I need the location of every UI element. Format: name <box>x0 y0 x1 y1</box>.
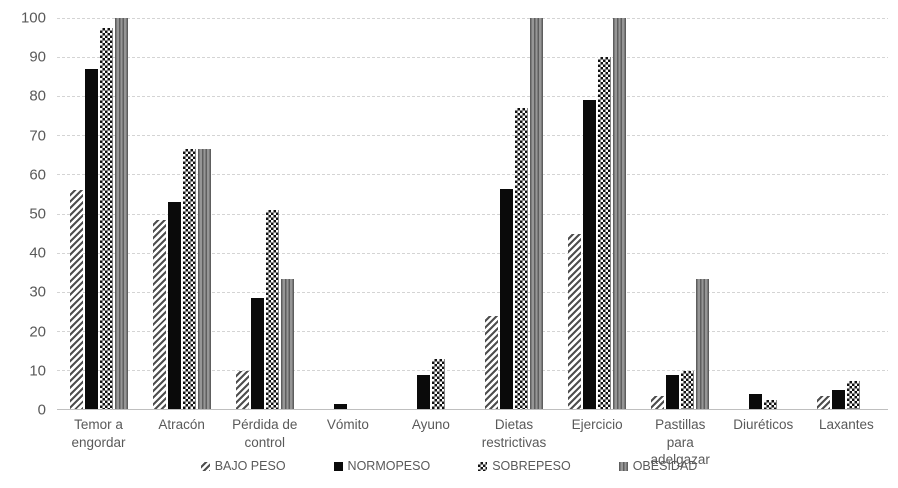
gridline <box>57 56 888 58</box>
legend-swatch-checkerboard <box>478 461 488 471</box>
bar-group-diur-ticos <box>722 18 805 410</box>
bar-normopeso <box>416 374 430 410</box>
bar-group-temor-a-engordar <box>57 18 140 410</box>
bar-normopeso <box>167 202 181 410</box>
bar-groups <box>57 18 888 410</box>
gridline <box>57 213 888 215</box>
bar-normopeso <box>84 68 98 410</box>
bar-group-atrac-n <box>140 18 223 410</box>
y-tick-label: 20 <box>29 323 46 341</box>
gridline <box>57 252 888 254</box>
legend-item-normopeso: NORMOPESO <box>333 459 431 473</box>
y-tick-label: 90 <box>29 48 46 66</box>
bar-bajo-peso <box>152 219 166 410</box>
legend-swatch-vertical-stripes-gray <box>618 461 628 471</box>
bar-obesidad <box>696 279 710 410</box>
bar-sobrepeso <box>847 380 861 410</box>
bar-group-p-rdida-de-control <box>223 18 306 410</box>
gridline <box>57 135 888 137</box>
y-tick-label: 70 <box>29 127 46 145</box>
y-axis: 0 10 20 30 40 50 60 70 80 90 100 <box>0 11 46 418</box>
x-category-label: Pastillas para adelgazar <box>650 417 710 468</box>
bar-group-ayuno <box>389 18 472 410</box>
bar-sobrepeso <box>764 400 778 410</box>
bar-normopeso <box>749 394 763 410</box>
x-axis-line <box>57 409 888 410</box>
legend-label: NORMOPESO <box>347 459 431 473</box>
bar-normopeso <box>333 404 347 410</box>
bar-obesidad <box>613 18 627 410</box>
y-tick-label: 50 <box>29 205 46 223</box>
x-category-label: Atracón <box>158 417 205 432</box>
bar-normopeso <box>250 298 264 410</box>
bar-obesidad <box>197 149 211 410</box>
bar-sobrepeso <box>182 149 196 410</box>
bar-sobrepeso <box>598 57 612 410</box>
bar-obesidad <box>114 18 128 410</box>
bar-bajo-peso <box>817 396 831 410</box>
bar-normopeso <box>583 100 597 410</box>
bar-bajo-peso <box>235 370 249 410</box>
bar-group-dietas-restrictivas <box>472 18 555 410</box>
bar-bajo-peso <box>651 396 665 410</box>
y-tick-label: 30 <box>29 283 46 301</box>
gridline <box>57 370 888 372</box>
legend-label: SOBREPESO <box>492 459 571 473</box>
legend-item-obesidad: OBESIDAD <box>618 459 698 473</box>
legend: BAJO PESO NORMOPESO SOBREPESO OBESIDAD <box>0 459 898 473</box>
bar-normopeso <box>666 374 680 410</box>
bar-sobrepeso <box>515 108 529 410</box>
x-category-label: Laxantes <box>818 417 874 432</box>
gridline <box>57 291 888 293</box>
legend-label: OBESIDAD <box>632 459 698 473</box>
y-tick-label: 40 <box>29 244 46 262</box>
bar-bajo-peso <box>568 233 582 410</box>
legend-swatch-solid-black <box>333 461 343 471</box>
bar-group-pastillas-para-adelgazar <box>639 18 722 410</box>
gridline <box>57 17 888 19</box>
legend-label: BAJO PESO <box>214 459 286 473</box>
legend-swatch-diagonal-hatch <box>200 461 210 471</box>
bar-obesidad <box>280 279 294 410</box>
plot-area <box>57 17 888 410</box>
bar-group-laxantes <box>805 18 888 410</box>
gridline <box>57 331 888 333</box>
y-tick-label: 10 <box>29 362 46 380</box>
bar-normopeso <box>500 188 514 410</box>
x-category-label: Temor a engordar <box>71 417 126 450</box>
gridline <box>57 174 888 176</box>
legend-item-sobrepeso: SOBREPESO <box>478 459 571 473</box>
y-tick-label: 0 <box>37 401 46 419</box>
y-tick-label: 80 <box>29 87 46 105</box>
x-category-label: Diuréticos <box>733 417 794 432</box>
bar-group-v-mito <box>306 18 389 410</box>
bar-obesidad <box>530 18 544 410</box>
x-category-label: Pérdida de control <box>232 417 298 450</box>
bar-normopeso <box>832 390 846 410</box>
x-axis-labels: Temor a engordar Atracón Pérdida de contro… <box>57 416 888 469</box>
x-category-label: Ejercicio <box>571 417 623 432</box>
gridline <box>57 95 888 97</box>
legend-item-bajo-peso: BAJO PESO <box>200 459 286 473</box>
bar-sobrepeso <box>431 359 445 410</box>
y-tick-label: 60 <box>29 166 46 184</box>
bar-sobrepeso <box>265 210 279 410</box>
x-category-label: Dietas restrictivas <box>481 417 547 450</box>
y-tick-label: 100 <box>20 9 46 27</box>
bar-bajo-peso <box>485 315 499 410</box>
bar-bajo-peso <box>69 190 83 410</box>
bar-group-ejercicio <box>556 18 639 410</box>
x-category-label: Ayuno <box>411 417 450 432</box>
x-category-label: Vómito <box>326 417 369 432</box>
bar-sobrepeso <box>99 27 113 410</box>
bar-sobrepeso <box>681 370 695 410</box>
